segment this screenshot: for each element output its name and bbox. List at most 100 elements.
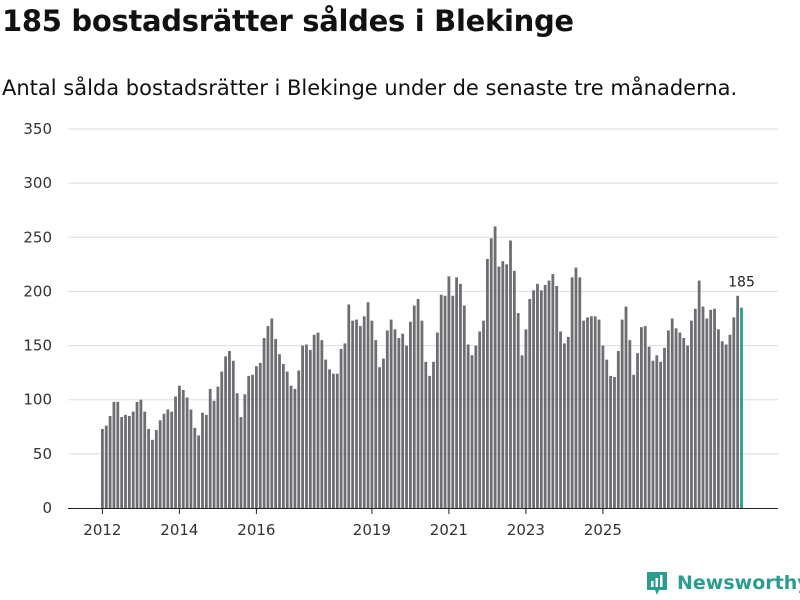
bar xyxy=(108,415,112,508)
bar xyxy=(366,302,370,508)
bar xyxy=(324,359,328,508)
bar xyxy=(732,317,736,508)
bar xyxy=(197,435,201,508)
bar xyxy=(516,313,520,508)
bar xyxy=(185,397,189,508)
bar xyxy=(332,373,335,508)
y-tick-label: 150 xyxy=(23,337,52,355)
bar xyxy=(439,294,443,508)
bar xyxy=(312,334,316,508)
bar xyxy=(643,326,647,508)
bar xyxy=(486,258,489,508)
bar xyxy=(547,280,551,508)
bar xyxy=(597,319,601,508)
y-tick-label: 350 xyxy=(23,120,52,138)
bar xyxy=(470,355,474,508)
bar xyxy=(412,305,416,508)
bar xyxy=(189,409,193,508)
bar xyxy=(247,375,251,508)
bar xyxy=(166,409,170,508)
bar xyxy=(670,318,674,508)
bar xyxy=(482,320,485,508)
bar xyxy=(616,350,620,508)
bar xyxy=(659,361,663,508)
bar xyxy=(682,337,686,508)
bar xyxy=(389,319,393,508)
bar xyxy=(613,376,616,508)
bar xyxy=(382,358,385,508)
bar xyxy=(674,328,678,508)
bars xyxy=(101,226,743,508)
x-tick-label: 2012 xyxy=(83,521,121,539)
highlight-bar xyxy=(740,307,743,508)
bar xyxy=(297,370,301,508)
x-axis-ticks: 2012 2014 2016 2019 2021 2023 2025 xyxy=(83,508,622,539)
bar xyxy=(124,414,127,508)
bar xyxy=(501,261,505,508)
bar xyxy=(358,326,362,508)
bar xyxy=(601,345,605,508)
bar xyxy=(347,304,351,508)
bar xyxy=(705,318,709,508)
bar xyxy=(559,331,562,508)
x-tick-label: 2023 xyxy=(507,521,545,539)
bar xyxy=(343,343,347,508)
bar xyxy=(127,415,131,508)
bar xyxy=(462,305,466,508)
newsworthy-logo: Newsworthy xyxy=(645,568,800,598)
bar xyxy=(255,366,258,508)
bar xyxy=(362,316,366,508)
bar xyxy=(316,332,320,508)
bar xyxy=(551,274,555,508)
y-tick-label: 250 xyxy=(23,228,52,246)
bar xyxy=(131,411,135,508)
bar xyxy=(628,340,632,508)
bar xyxy=(505,264,509,508)
y-tick-label: 50 xyxy=(33,445,52,463)
bar xyxy=(690,320,693,508)
bar xyxy=(474,345,478,508)
x-tick-label: 2014 xyxy=(160,521,198,539)
newsworthy-logo-icon xyxy=(647,572,667,595)
bar xyxy=(640,327,643,508)
bar xyxy=(278,354,281,508)
bar xyxy=(693,308,697,508)
bar xyxy=(636,353,639,508)
bar xyxy=(378,367,381,508)
bar xyxy=(385,330,389,508)
bar xyxy=(416,299,420,508)
bar xyxy=(201,412,204,508)
bar xyxy=(524,329,528,508)
bar xyxy=(370,320,374,508)
bar xyxy=(239,417,243,508)
bar xyxy=(701,306,705,508)
x-tick-label: 2016 xyxy=(237,521,275,539)
bar xyxy=(355,319,358,508)
bar xyxy=(509,240,512,508)
bar xyxy=(697,280,701,508)
y-axis-ticks: 0 50 100 150 200 250 300 350 xyxy=(23,120,52,517)
bar xyxy=(574,267,578,508)
bar xyxy=(258,362,262,508)
bar xyxy=(570,277,574,508)
bar xyxy=(104,425,108,508)
x-tick-label: 2019 xyxy=(353,521,391,539)
bar xyxy=(566,336,570,508)
bar xyxy=(713,308,716,508)
bar xyxy=(235,393,239,508)
bar xyxy=(270,318,274,508)
bar xyxy=(586,317,589,508)
bar xyxy=(289,385,293,508)
bar xyxy=(274,339,278,508)
bar xyxy=(428,375,432,508)
bar xyxy=(647,346,651,508)
bar xyxy=(720,341,724,508)
bar xyxy=(451,295,455,508)
bar xyxy=(609,375,612,508)
chart-subtitle: Antal sålda bostadsrätter i Blekinge und… xyxy=(2,76,738,100)
bar xyxy=(405,345,408,508)
bar xyxy=(539,290,543,508)
bar xyxy=(401,333,405,508)
bar xyxy=(204,414,208,508)
bar xyxy=(536,283,539,508)
